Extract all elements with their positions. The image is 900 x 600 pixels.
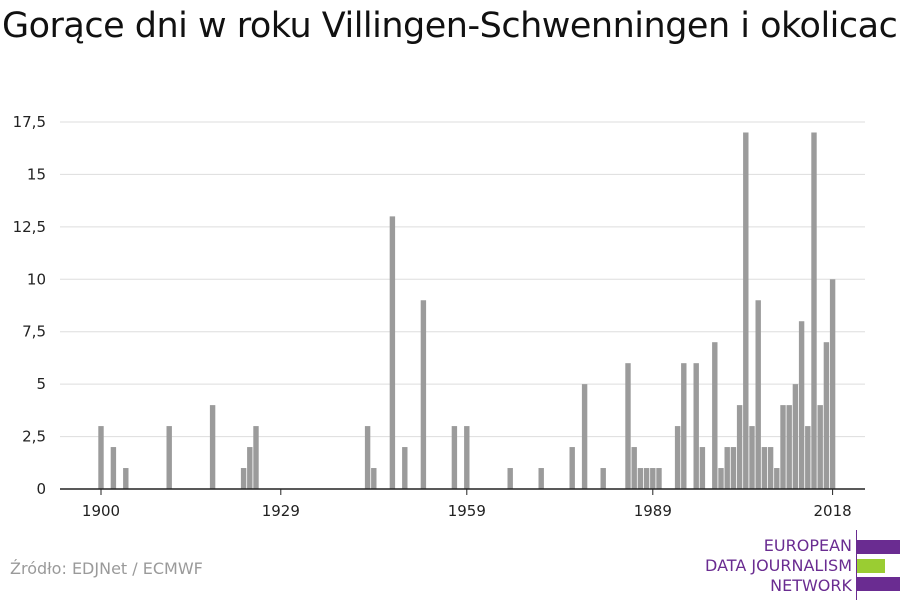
bar: [724, 447, 730, 489]
logo-line-1: EUROPEAN: [763, 536, 852, 555]
y-tick-label: 10: [27, 270, 46, 288]
bar: [730, 447, 737, 489]
bar: [718, 468, 724, 489]
edjnet-logo: EUROPEAN DATA JOURNALISM NETWORK: [700, 530, 900, 600]
logo-line-3: NETWORK: [770, 576, 852, 595]
bar: [755, 300, 761, 489]
bar: [420, 300, 427, 489]
bar: [817, 405, 823, 489]
bar: [389, 216, 396, 489]
x-tick-label: 1989: [634, 502, 672, 520]
bar: [364, 426, 371, 489]
bar: [693, 363, 699, 489]
bar: [805, 426, 811, 489]
bar: [110, 447, 117, 489]
bar: [712, 342, 718, 489]
logo-text: EUROPEAN DATA JOURNALISM NETWORK: [705, 536, 852, 596]
grid-lines: [60, 121, 865, 438]
chart-title: Gorące dni w roku Villingen-Schwenningen…: [2, 6, 900, 46]
logo-divider: [856, 530, 857, 600]
bar: [371, 468, 377, 489]
bar: [464, 426, 470, 489]
x-axis-ticks: 1900 1929 1959 1989 2018: [82, 489, 852, 520]
bar: [743, 132, 749, 489]
bar: [792, 384, 799, 489]
bar: [625, 363, 631, 489]
bar: [674, 426, 681, 489]
bar: [123, 468, 129, 489]
logo-bar-middle: [857, 559, 885, 573]
bar: [681, 363, 687, 489]
bar: [823, 342, 830, 489]
y-axis-ticks: 0 2,5 5 7,5 10 12,5 15 17,5: [13, 113, 46, 498]
bar: [811, 132, 817, 489]
y-tick-label: 12,5: [13, 218, 46, 236]
bar: [749, 426, 755, 489]
bar: [786, 405, 792, 489]
logo-line-2: DATA JOURNALISM: [705, 556, 852, 575]
y-tick-label: 0: [36, 480, 46, 498]
bar: [774, 468, 780, 489]
source-note: Źródło: EDJNet / ECMWF: [10, 559, 203, 578]
bar: [736, 405, 743, 489]
bar: [538, 468, 544, 489]
x-tick-label: 2018: [814, 502, 852, 520]
y-tick-label: 5: [36, 375, 46, 393]
bar: [507, 468, 513, 489]
bar: [650, 468, 656, 489]
logo-bar-bottom: [857, 577, 900, 591]
y-tick-label: 7,5: [22, 323, 46, 341]
bars: [98, 132, 836, 489]
y-tick-label: 2,5: [22, 428, 46, 446]
bar: [253, 426, 259, 489]
bar: [240, 468, 247, 489]
bar: [569, 447, 575, 489]
y-tick-label: 15: [27, 165, 46, 183]
bar: [581, 384, 588, 489]
y-tick-label: 17,5: [13, 113, 46, 131]
x-tick-label: 1900: [82, 502, 120, 520]
bar: [780, 405, 786, 489]
x-tick-label: 1959: [448, 502, 486, 520]
x-tick-label: 1929: [262, 502, 300, 520]
bar: [656, 468, 662, 489]
bar: [761, 447, 768, 489]
bar: [699, 447, 706, 489]
bar: [829, 279, 836, 489]
bar: [247, 447, 253, 489]
bar: [451, 426, 458, 489]
bar: [402, 447, 408, 489]
bar: [637, 468, 644, 489]
bar: [209, 405, 216, 489]
bar: [767, 447, 774, 489]
bar: [600, 468, 606, 489]
bar: [166, 426, 172, 489]
bar: [798, 321, 805, 489]
logo-bar-top: [857, 540, 900, 554]
bar: [98, 426, 104, 489]
bar: [631, 447, 637, 489]
bar: [643, 468, 650, 489]
